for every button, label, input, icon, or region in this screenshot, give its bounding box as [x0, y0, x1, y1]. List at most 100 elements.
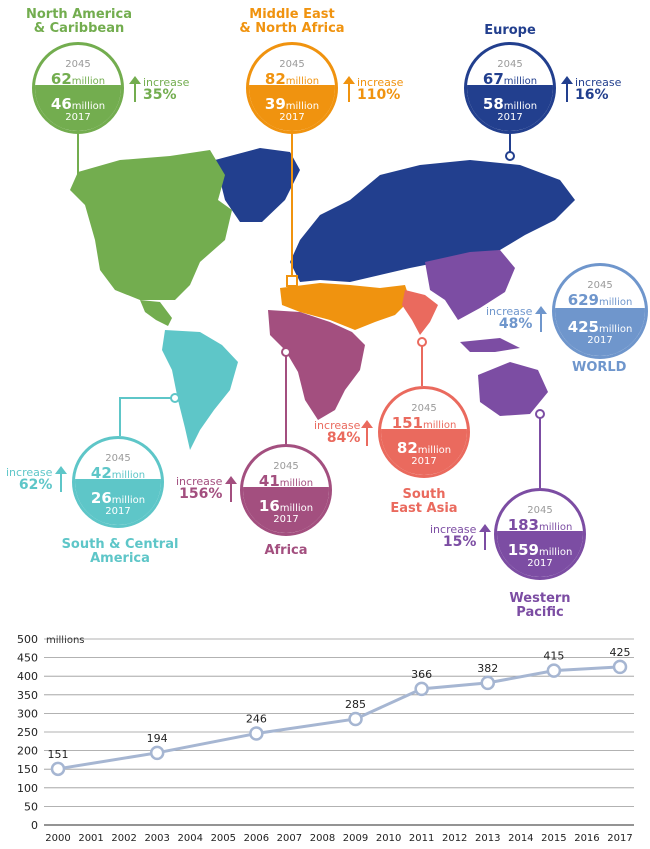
region-world-circle: 2045 629million 425million 2017 [552, 263, 648, 359]
region-middle-east-circle: 2045 82million 39million 2017 [246, 42, 338, 134]
region-south-east-asia-name: South East Asia [378, 488, 470, 516]
chart-series-line [57, 665, 621, 771]
chart-data-label: 425 [610, 646, 631, 659]
region-europe-increase-label: increase [575, 76, 622, 89]
map-western-pacific [425, 250, 515, 320]
region-world-name: WORLD [572, 360, 627, 375]
region-middle-east-name-line2: & North Africa [239, 21, 345, 36]
region-middle-east-increase: increase 110% [357, 77, 403, 103]
region-western-pacific-name-line2: Pacific [516, 605, 564, 620]
region-middle-east-increase-pct: 110% [357, 87, 401, 103]
chart-x-tick-label: 2016 [574, 833, 599, 844]
region-western-pacific-year-2045: 2045 [527, 505, 553, 516]
chart-data-point [612, 659, 628, 675]
chart-data-label: 194 [147, 732, 168, 745]
region-north-america-arrow-icon [129, 76, 141, 102]
region-north-america-value-2045: 62million [50, 70, 106, 88]
region-africa-value-2045: 41million [258, 472, 314, 490]
region-europe-circle: 2045 67million 58million 2017 [464, 42, 556, 134]
chart-x-ticks: 2000 2001 2002 2003 2004 2005 2006 2007 2008 2009… [45, 833, 632, 844]
region-north-america-year-2045: 2045 [65, 59, 91, 70]
region-world-value-2017: 425million [567, 318, 633, 336]
chart-y-tick-label: 100 [17, 782, 38, 795]
region-middle-east-value-2045: 82million [264, 70, 320, 88]
marker-south-east-asia [417, 337, 427, 347]
region-western-pacific-value-2017: 159million [507, 541, 573, 559]
chart-y-tick-label: 500 [17, 633, 38, 646]
region-south-east-asia-arrow-icon [361, 420, 373, 446]
chart-data-label: 382 [477, 662, 498, 675]
region-world-value-2045: 629million [567, 291, 633, 309]
chart-x-tick-label: 2015 [541, 833, 566, 844]
chart-data-label: 151 [48, 748, 69, 761]
region-south-east-asia-name-line2: East Asia [390, 501, 458, 516]
chart-y-tick-label: 400 [17, 670, 38, 683]
region-south-east-asia-year-2045: 2045 [411, 403, 437, 414]
region-south-america-year-2017: 2017 [105, 506, 131, 517]
region-western-pacific-increase-pct: 15% [442, 534, 477, 550]
map-north-america [70, 150, 232, 300]
region-middle-east-value-2017: 39million [264, 95, 320, 113]
region-south-east-asia-year-2017: 2017 [411, 456, 437, 467]
region-north-america-increase: increase 35% [143, 76, 190, 103]
chart-x-tick-label: 2005 [211, 833, 236, 844]
chart-x-tick-label: 2003 [144, 833, 169, 844]
chart-x-tick-label: 2007 [277, 833, 302, 844]
chart-y-tick-label: 300 [17, 707, 38, 720]
region-western-pacific-arrow-icon [479, 524, 491, 550]
region-middle-east-year-2045: 2045 [279, 59, 305, 70]
connector-south-america [119, 397, 172, 436]
region-south-america-value-2017: 26million [90, 489, 146, 507]
region-south-east-asia-name-line1: South [402, 487, 446, 502]
region-south-east-asia-value-2017: 82million [396, 439, 452, 457]
chart-points: 151 194 246 285 366 382 415 425 [48, 646, 631, 777]
map-south-east-asia [402, 290, 438, 335]
chart-x-tick-label: 2013 [475, 833, 500, 844]
region-north-america-name-line2: & Caribbean [33, 21, 125, 36]
region-south-america-name: South & Central America [50, 538, 190, 566]
chart-data-point [414, 681, 429, 697]
region-africa-year-2045: 2045 [273, 461, 299, 472]
region-south-east-asia-circle: 2045 151million 82million 2017 [378, 386, 470, 478]
region-europe-arrow-icon [561, 76, 573, 102]
region-south-america-circle: 2045 42million 26million 2017 [72, 436, 164, 528]
chart-x-tick-label: 2001 [78, 833, 103, 844]
chart-data-label: 366 [411, 668, 432, 681]
marker-middle-east [286, 275, 298, 287]
chart-data-point [480, 675, 496, 691]
region-north-america-increase-label: increase [143, 76, 190, 89]
region-world-increase-pct: 48% [498, 316, 533, 332]
chart-x-tick-label: 2006 [244, 833, 269, 844]
region-europe-name-line1: Europe [484, 23, 536, 38]
chart-grid [44, 638, 634, 826]
region-north-america-year-2017: 2017 [65, 112, 91, 123]
map-south-america [162, 330, 238, 450]
region-south-america-name-line2: America [90, 551, 150, 566]
chart-x-tick-label: 2011 [409, 833, 434, 844]
marker-western-pacific [535, 409, 545, 419]
chart-data-point [149, 745, 165, 761]
map-central-america [140, 300, 172, 326]
chart-y-tick-label: 0 [31, 819, 38, 832]
chart-y-tick-label: 200 [17, 745, 38, 758]
region-middle-east-name: Middle East & North Africa [228, 8, 356, 36]
region-africa-name: Africa [264, 543, 308, 558]
marker-south-america [170, 393, 180, 403]
region-europe-value-2045: 67million [482, 70, 538, 88]
region-africa-arrow-icon [225, 476, 237, 502]
chart-x-tick-label: 2014 [508, 833, 533, 844]
region-world-increase: increase 48% [486, 306, 533, 332]
chart-x-tick-label: 2012 [442, 833, 467, 844]
chart-data-point [546, 663, 562, 678]
region-africa-increase-label: increase [176, 475, 223, 488]
region-western-pacific-year-2017: 2017 [527, 558, 553, 569]
region-western-pacific-name-line1: Western [509, 591, 571, 606]
chart-data-label: 285 [345, 698, 366, 711]
chart-y-tick-label: 450 [17, 652, 38, 665]
region-south-east-asia-value-2045: 151million [391, 414, 457, 432]
region-africa-year-2017: 2017 [273, 514, 299, 525]
region-europe-value-2017: 58million [482, 95, 538, 113]
chart-x-tick-label: 2017 [607, 833, 632, 844]
chart-y-tick-label: 150 [17, 763, 38, 776]
region-world-arrow-icon [535, 306, 547, 332]
